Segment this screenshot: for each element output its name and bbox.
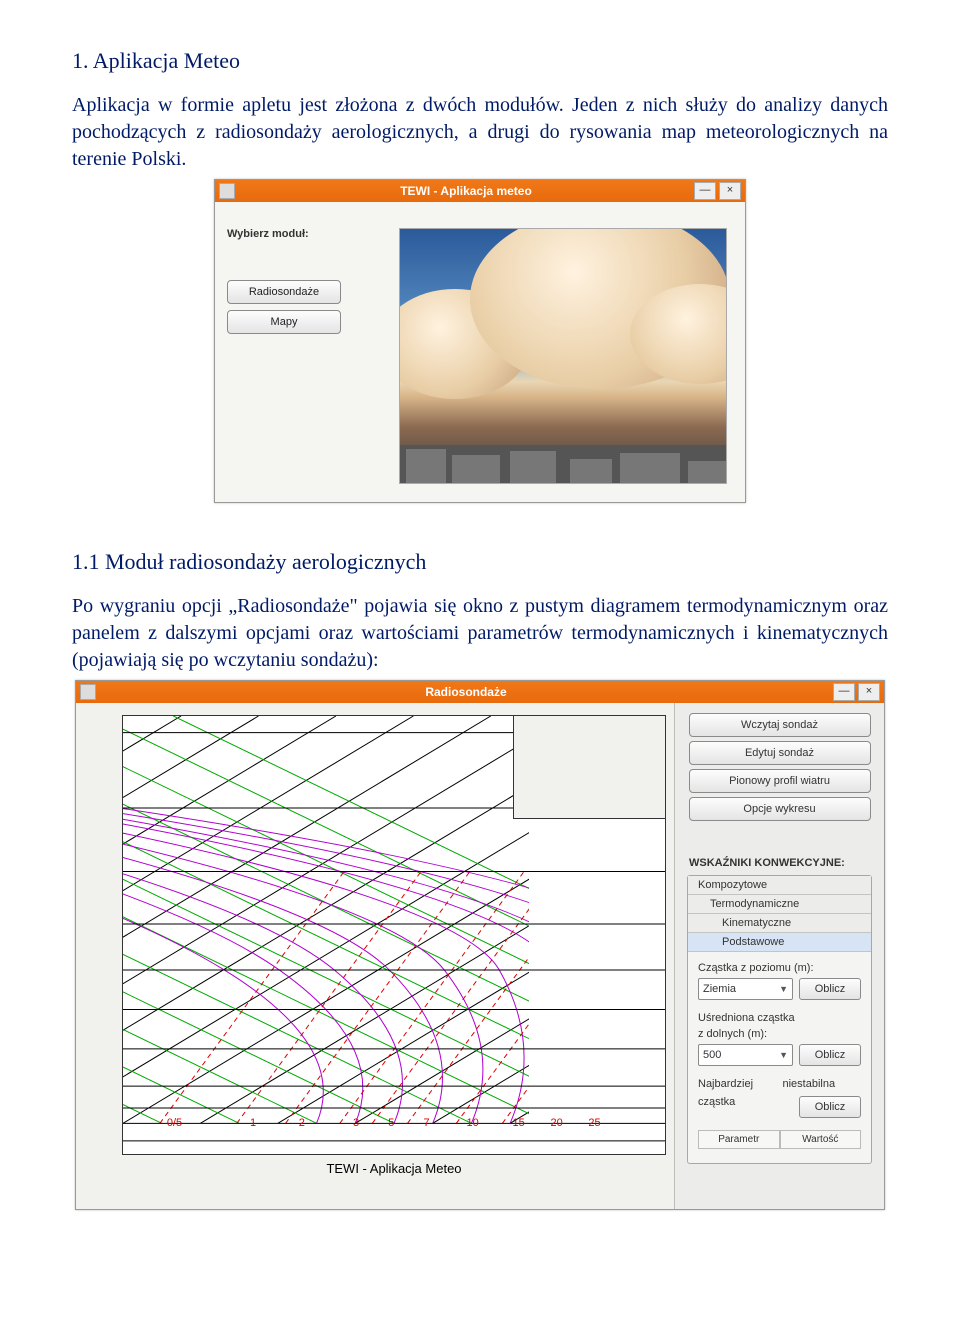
calc-button-3[interactable]: Oblicz: [799, 1096, 861, 1118]
tab-container: Kompozytowe Termodynamiczne Kinematyczne…: [687, 875, 872, 1164]
mixratio-label: 2: [299, 1117, 305, 1129]
parcel-level-value: Ziemia: [703, 983, 736, 995]
mixratio-label: 10: [466, 1117, 478, 1129]
tab-kompozytowe[interactable]: Kompozytowe: [688, 876, 871, 895]
intro-paragraph: Aplikacja w formie apletu jest złożona z…: [72, 92, 888, 173]
module-label: Wybierz moduł:: [227, 228, 387, 240]
parcel-level-select[interactable]: Ziemia ▼: [698, 978, 793, 1000]
mixratio-label: 20: [550, 1117, 562, 1129]
param-table: Parametr Wartość: [698, 1130, 861, 1149]
radiosondaze-button[interactable]: Radiosondaże: [227, 280, 341, 304]
mixratio-label: 15: [513, 1117, 525, 1129]
titlebar: TEWI - Aplikacja meteo — ×: [215, 180, 745, 202]
heading-1: 1. Aplikacja Meteo: [72, 48, 888, 74]
mixratio-label: 3: [353, 1117, 359, 1129]
chevron-down-icon: ▼: [779, 984, 788, 994]
close-button[interactable]: ×: [719, 182, 741, 200]
parcel-level-label: Cząstka z poziomu (m):: [698, 962, 861, 974]
chart-options-button[interactable]: Opcje wykresu: [689, 797, 871, 821]
mixratio-label: 0/5: [167, 1117, 182, 1129]
close-button[interactable]: ×: [858, 683, 880, 701]
most-unstable-l: Najbardziej: [698, 1078, 777, 1090]
cloud-photo: [399, 228, 727, 484]
app-window-radiosondaze: Radiosondaże — × 20030040050060070080090…: [75, 680, 885, 1210]
mixratio-label: 7: [423, 1117, 429, 1129]
side-panel: Wczytaj sondaż Edytuj sondaż Pionowy pro…: [674, 703, 884, 1209]
minimize-button[interactable]: —: [694, 182, 716, 200]
most-unstable-r: niestabilna: [783, 1078, 862, 1090]
chevron-down-icon: ▼: [779, 1050, 788, 1060]
calc-button-1[interactable]: Oblicz: [799, 978, 861, 1000]
app-window-meteo: TEWI - Aplikacja meteo — × Wybierz moduł…: [214, 179, 746, 503]
mixratio-label: 1: [250, 1117, 256, 1129]
wind-profile-button[interactable]: Pionowy profil wiatru: [689, 769, 871, 793]
most-unstable-b: cząstka: [698, 1096, 793, 1118]
skewt-plot: 2003004005006007008009001000-30-20-10010…: [122, 715, 666, 1155]
section-label: WSKAŹNIKI KONWEKCYJNE:: [689, 857, 874, 869]
load-sondaz-button[interactable]: Wczytaj sondaż: [689, 713, 871, 737]
heading-2: 1.1 Moduł radiosondaży aerologicznych: [72, 549, 888, 575]
param-header: Parametr: [698, 1130, 780, 1149]
value-header: Wartość: [780, 1130, 862, 1149]
chart-area: 2003004005006007008009001000-30-20-10010…: [76, 703, 674, 1209]
tab-termodynamiczne[interactable]: Termodynamiczne: [688, 895, 871, 914]
app-icon: [219, 183, 235, 199]
mixratio-label: 5: [388, 1117, 394, 1129]
avg-label-1: Uśredniona cząstka: [698, 1012, 861, 1024]
tab-podstawowe[interactable]: Podstawowe: [688, 933, 871, 952]
calc-button-2[interactable]: Oblicz: [799, 1044, 861, 1066]
mixratio-label: 25: [588, 1117, 600, 1129]
chart-title: TEWI - Aplikacja Meteo: [122, 1161, 666, 1176]
avg-label-2: z dolnych (m):: [698, 1028, 861, 1040]
edit-sondaz-button[interactable]: Edytuj sondaż: [689, 741, 871, 765]
module-paragraph: Po wygraniu opcji „Radiosondaże" pojawia…: [72, 593, 888, 674]
window-title: Radiosondaże: [102, 685, 830, 699]
window-title: TEWI - Aplikacja meteo: [241, 184, 691, 198]
titlebar: Radiosondaże — ×: [76, 681, 884, 703]
tab-kinematyczne[interactable]: Kinematyczne: [688, 914, 871, 933]
mapy-button[interactable]: Mapy: [227, 310, 341, 334]
avg-value: 500: [703, 1049, 721, 1061]
minimize-button[interactable]: —: [833, 683, 855, 701]
app-icon: [80, 684, 96, 700]
avg-select[interactable]: 500 ▼: [698, 1044, 793, 1066]
